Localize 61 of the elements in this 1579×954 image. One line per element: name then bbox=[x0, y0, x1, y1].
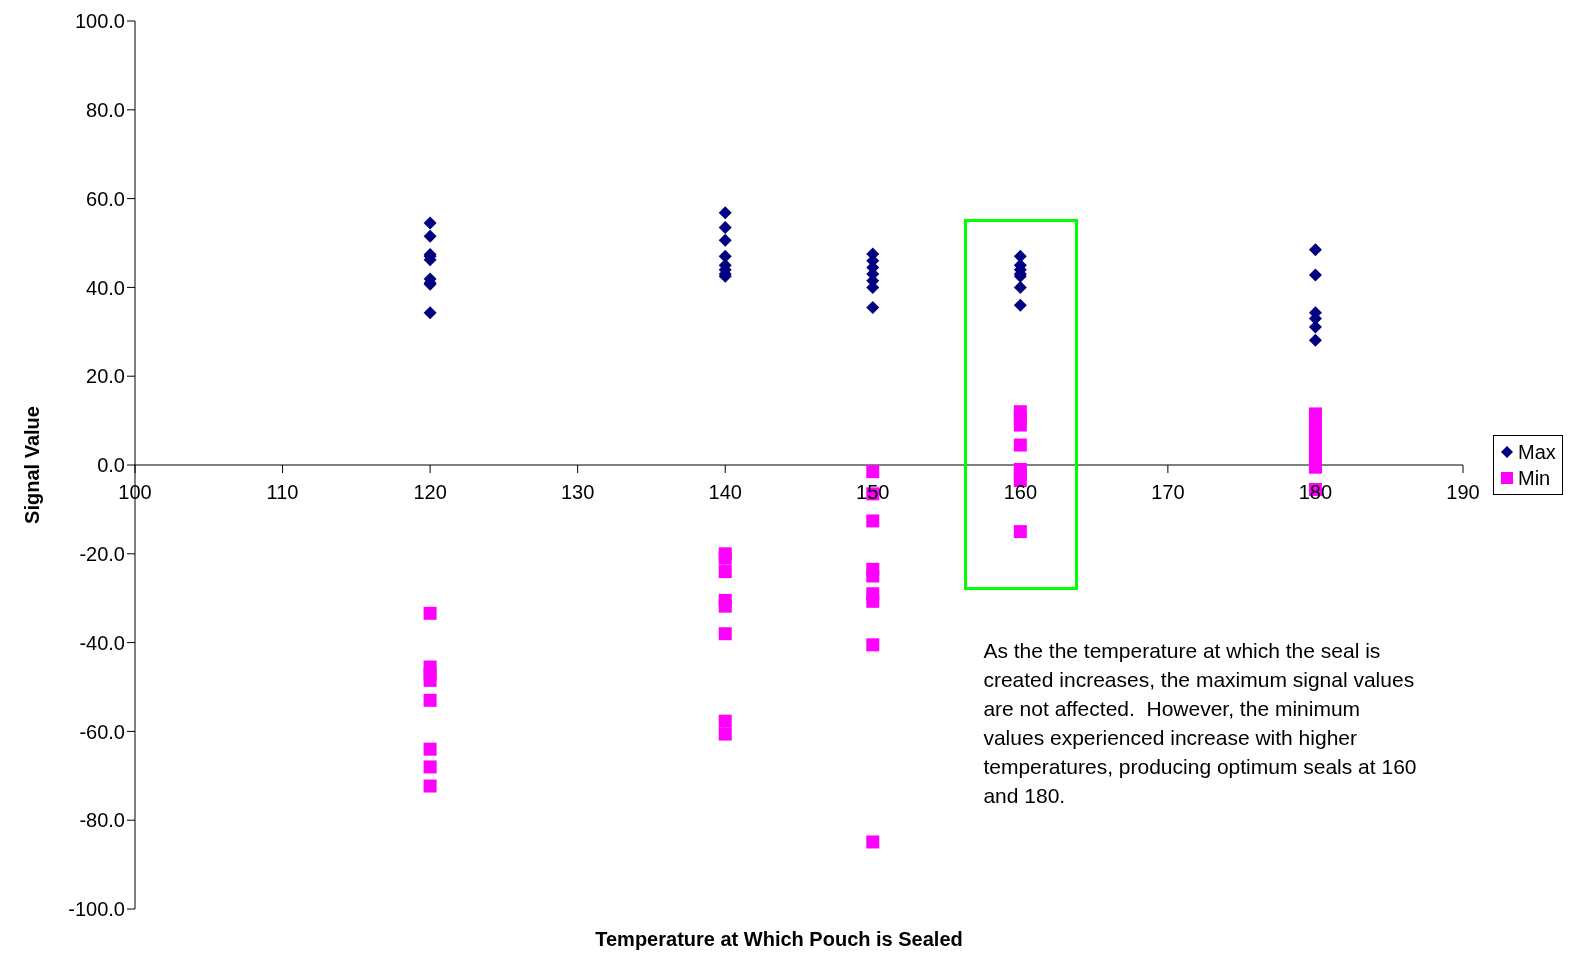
y-axis-title: Signal Value bbox=[20, 406, 44, 524]
x-tick-label: 100 bbox=[118, 481, 152, 503]
point bbox=[1013, 298, 1027, 312]
point bbox=[423, 606, 437, 620]
x-axis-title: Temperature at Which Pouch is Sealed bbox=[595, 928, 963, 951]
point bbox=[423, 673, 437, 687]
y-tick-label: -100.0 bbox=[68, 898, 125, 921]
point bbox=[866, 300, 880, 314]
legend-label: Max bbox=[1518, 440, 1556, 465]
y-tick-label: 0.0 bbox=[97, 454, 125, 477]
point bbox=[718, 565, 732, 579]
y-tick-label: 40.0 bbox=[86, 276, 125, 299]
point bbox=[718, 627, 732, 641]
point bbox=[423, 779, 437, 793]
y-tick-label: -20.0 bbox=[79, 542, 125, 565]
point bbox=[1013, 280, 1027, 294]
y-tick-label: -60.0 bbox=[79, 720, 125, 743]
point bbox=[866, 835, 880, 849]
point bbox=[1308, 460, 1322, 474]
point bbox=[1013, 525, 1027, 539]
x-tick-label: 160 bbox=[1003, 481, 1038, 503]
annotation: As the the temperature at which the seal is created increases, the maximum signal values are not affected. However, the minimum values experienced increase with higher temperatures, producing optimum seals at 160 and 180. bbox=[983, 637, 1418, 809]
legend-label: Min bbox=[1518, 466, 1551, 491]
point bbox=[718, 727, 732, 741]
point bbox=[423, 693, 437, 707]
y-tick-label: 20.0 bbox=[86, 365, 125, 388]
point bbox=[718, 714, 732, 728]
point bbox=[718, 233, 732, 247]
x-tick-label: 110 bbox=[266, 481, 299, 503]
point bbox=[718, 206, 732, 220]
point bbox=[718, 551, 732, 565]
point bbox=[1308, 243, 1322, 257]
y-tick-label: 80.0 bbox=[86, 98, 125, 121]
point bbox=[866, 638, 880, 652]
point bbox=[718, 220, 732, 234]
point bbox=[423, 229, 437, 243]
point bbox=[1013, 249, 1027, 263]
y-tick-label: -40.0 bbox=[79, 631, 125, 654]
x-tick-label: 140 bbox=[708, 481, 742, 503]
point bbox=[866, 514, 880, 528]
point bbox=[423, 760, 437, 774]
point bbox=[423, 216, 437, 230]
point bbox=[1308, 268, 1322, 282]
x-tick-label: 120 bbox=[413, 481, 447, 503]
y-tick-label: 60.0 bbox=[86, 187, 125, 210]
x-tick-label: 180 bbox=[1298, 481, 1333, 503]
y-tick-label: 100.0 bbox=[74, 10, 125, 33]
point bbox=[1013, 438, 1027, 452]
x-tick-label: 130 bbox=[560, 481, 595, 503]
point bbox=[1308, 333, 1322, 347]
x-tick-label: 190 bbox=[1446, 481, 1480, 503]
point bbox=[718, 599, 732, 613]
point bbox=[423, 306, 437, 320]
point bbox=[1308, 320, 1322, 334]
point bbox=[423, 742, 437, 756]
point bbox=[1013, 418, 1027, 432]
point bbox=[866, 465, 880, 479]
point bbox=[866, 569, 880, 583]
x-tick-label: 170 bbox=[1151, 481, 1185, 503]
y-tick-label: -80.0 bbox=[79, 809, 125, 832]
point bbox=[866, 594, 880, 608]
